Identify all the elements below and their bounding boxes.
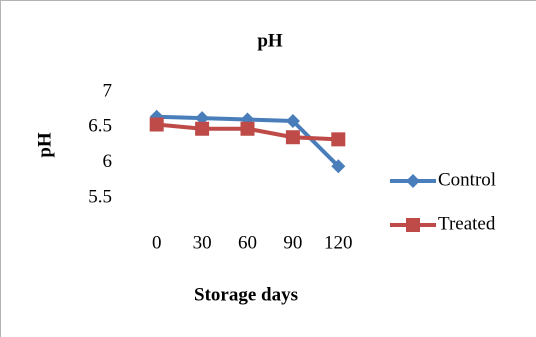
y-tick-label: 7 [103,80,113,101]
y-axis-title: pH [34,132,55,158]
x-tick-label: 60 [238,232,257,253]
point [195,121,210,136]
y-tick-label: 5.5 [88,186,112,207]
legend-marker [406,218,420,232]
point [331,159,346,174]
point [149,117,164,132]
legend-label: Treated [438,213,496,234]
y-tick-label: 6.5 [88,116,112,137]
point [285,113,300,128]
x-tick-label: 0 [152,232,162,253]
chart-title: pH [257,30,283,51]
point [195,111,210,126]
point [240,121,255,136]
x-axis-title: Storage days [194,284,298,305]
y-tick-label: 6 [103,151,113,172]
point [285,130,300,145]
x-tick-label: 90 [283,232,302,253]
point [331,132,346,147]
x-tick-label: 120 [324,232,353,253]
legend-marker [406,174,420,188]
legend-label: Control [438,169,496,190]
x-tick-label: 30 [193,232,212,253]
